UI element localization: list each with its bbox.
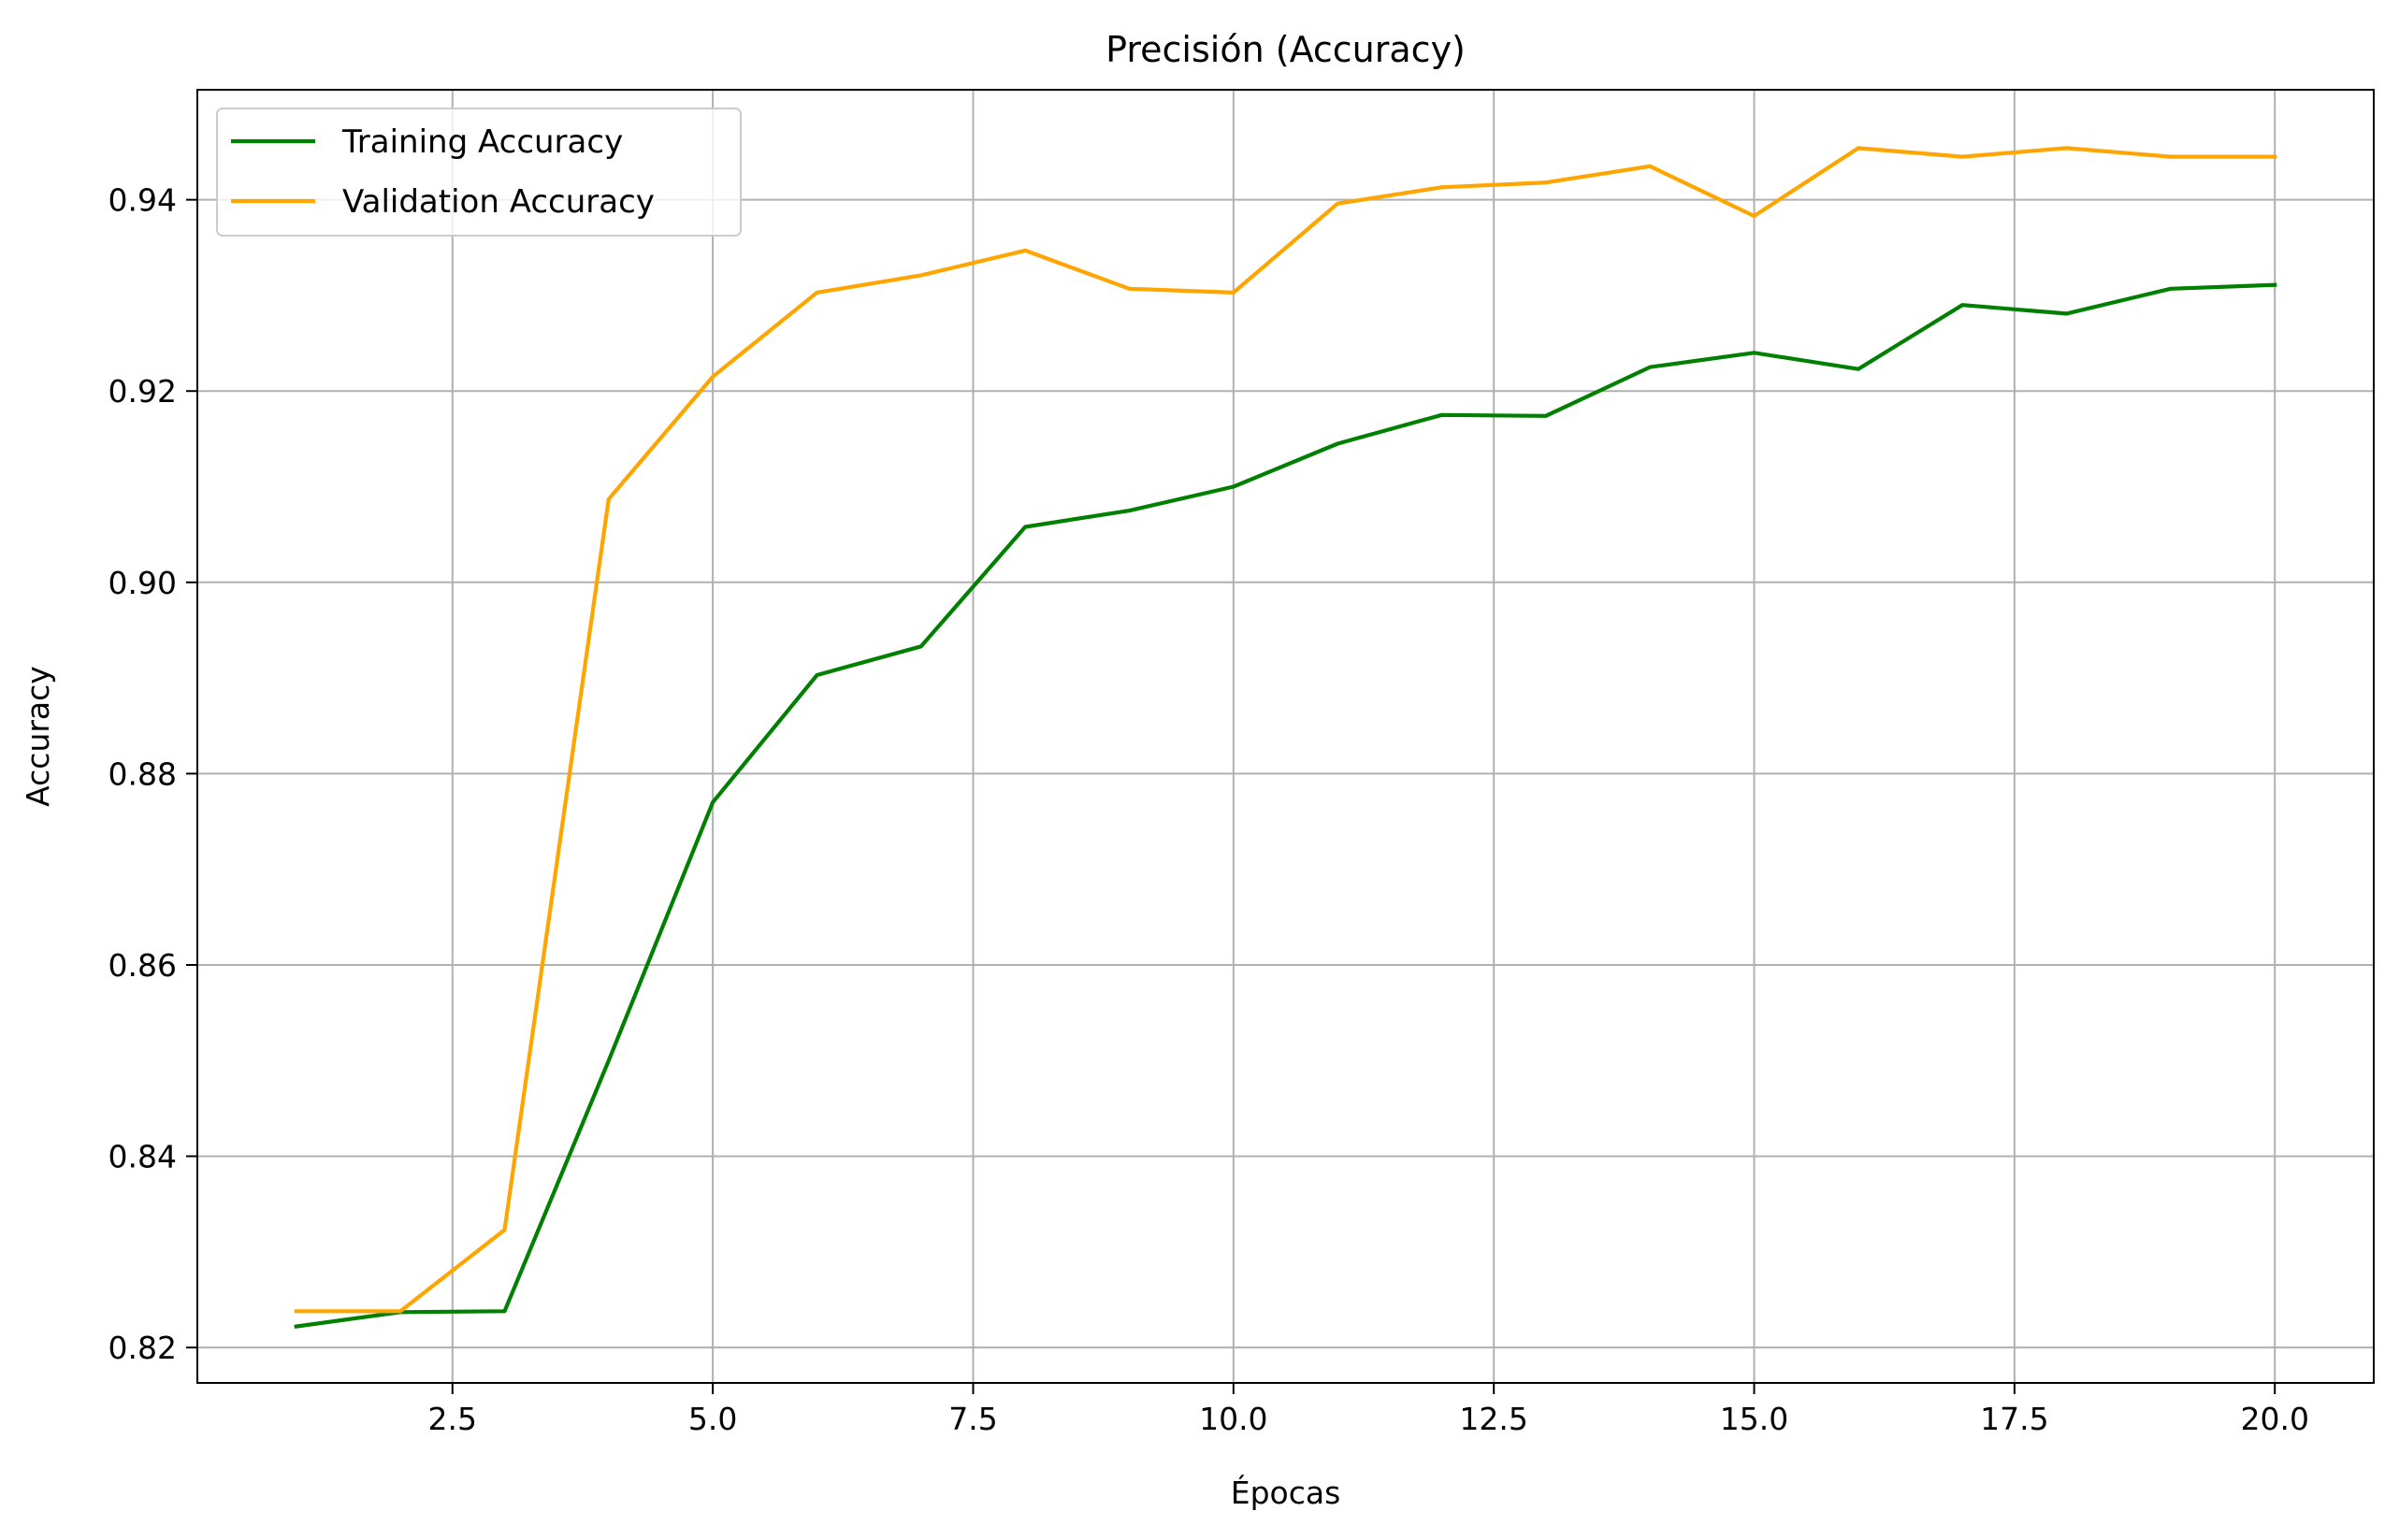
legend-box <box>216 108 742 237</box>
chart-title: Precisión (Accuracy) <box>1106 29 1466 70</box>
x-tick-label: 5.0 <box>688 1401 737 1437</box>
series-line-training <box>294 282 2277 1329</box>
x-tick-label: 12.5 <box>1459 1401 1527 1437</box>
grid <box>197 90 2374 1383</box>
series-lines <box>294 146 2277 1329</box>
x-tick-label: 20.0 <box>2240 1401 2308 1437</box>
y-tick-label: 0.88 <box>108 756 177 792</box>
legend-label: Training Accuracy <box>341 123 623 161</box>
plot-frame <box>196 89 2375 1384</box>
x-tick-label: 10.0 <box>1199 1401 1267 1437</box>
y-tick-label: 0.86 <box>108 947 177 984</box>
y-axis-label: Accuracy <box>20 666 56 807</box>
legend-label: Validation Accuracy <box>342 183 655 221</box>
x-axis-ticks: 2.5 5.0 7.5 10.0 12.5 15.0 17.5 20.0 <box>428 1383 2309 1437</box>
y-axis-ticks: 0.82 0.84 0.86 0.88 0.90 0.92 0.94 <box>108 182 197 1366</box>
x-tick-label: 17.5 <box>1980 1401 2048 1437</box>
x-tick-label: 2.5 <box>428 1401 477 1437</box>
x-tick-label: 7.5 <box>948 1401 997 1437</box>
series-line-validation <box>294 146 2277 1314</box>
y-tick-label: 0.82 <box>108 1330 177 1366</box>
y-tick-label: 0.92 <box>108 373 177 410</box>
y-tick-label: 0.90 <box>108 565 177 601</box>
legend: Training Accuracy Validation Accuracy <box>216 108 742 237</box>
y-tick-label: 0.84 <box>108 1139 177 1175</box>
x-tick-label: 15.0 <box>1720 1401 1788 1437</box>
y-tick-label: 0.94 <box>108 182 177 219</box>
x-axis-label: Épocas <box>1231 1474 1341 1511</box>
